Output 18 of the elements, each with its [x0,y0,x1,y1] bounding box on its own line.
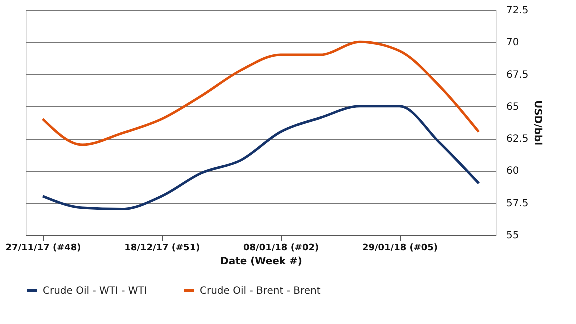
y-tick-label: 70 [506,38,520,49]
y-tick-label: 60 [506,166,520,178]
y-tick-label: 62.5 [506,134,529,146]
x-axis-title: Date (Week #) [220,256,302,268]
y-tick-label: 65 [506,102,520,113]
x-tick-label: 27/11/17 (#48) [6,244,82,254]
y-tick-label: 55 [506,230,520,242]
y-axis-title: USD/bbl [532,100,543,146]
line-series [42,40,480,146]
line-series [42,105,480,211]
y-tick-label: 57.5 [506,198,529,210]
x-tick-label: 08/01/18 (#02) [244,244,320,254]
y-tick-label: 72.5 [506,6,529,16]
y-tick-label: 67.5 [506,70,529,81]
legend-label: Crude Oil - WTI - WTI [43,286,148,297]
x-tick-label: 18/12/17 (#51) [124,244,200,254]
x-tick-label: 29/01/18 (#05) [362,244,438,254]
legend-label: Crude Oil - Brent - Brent [200,286,321,297]
